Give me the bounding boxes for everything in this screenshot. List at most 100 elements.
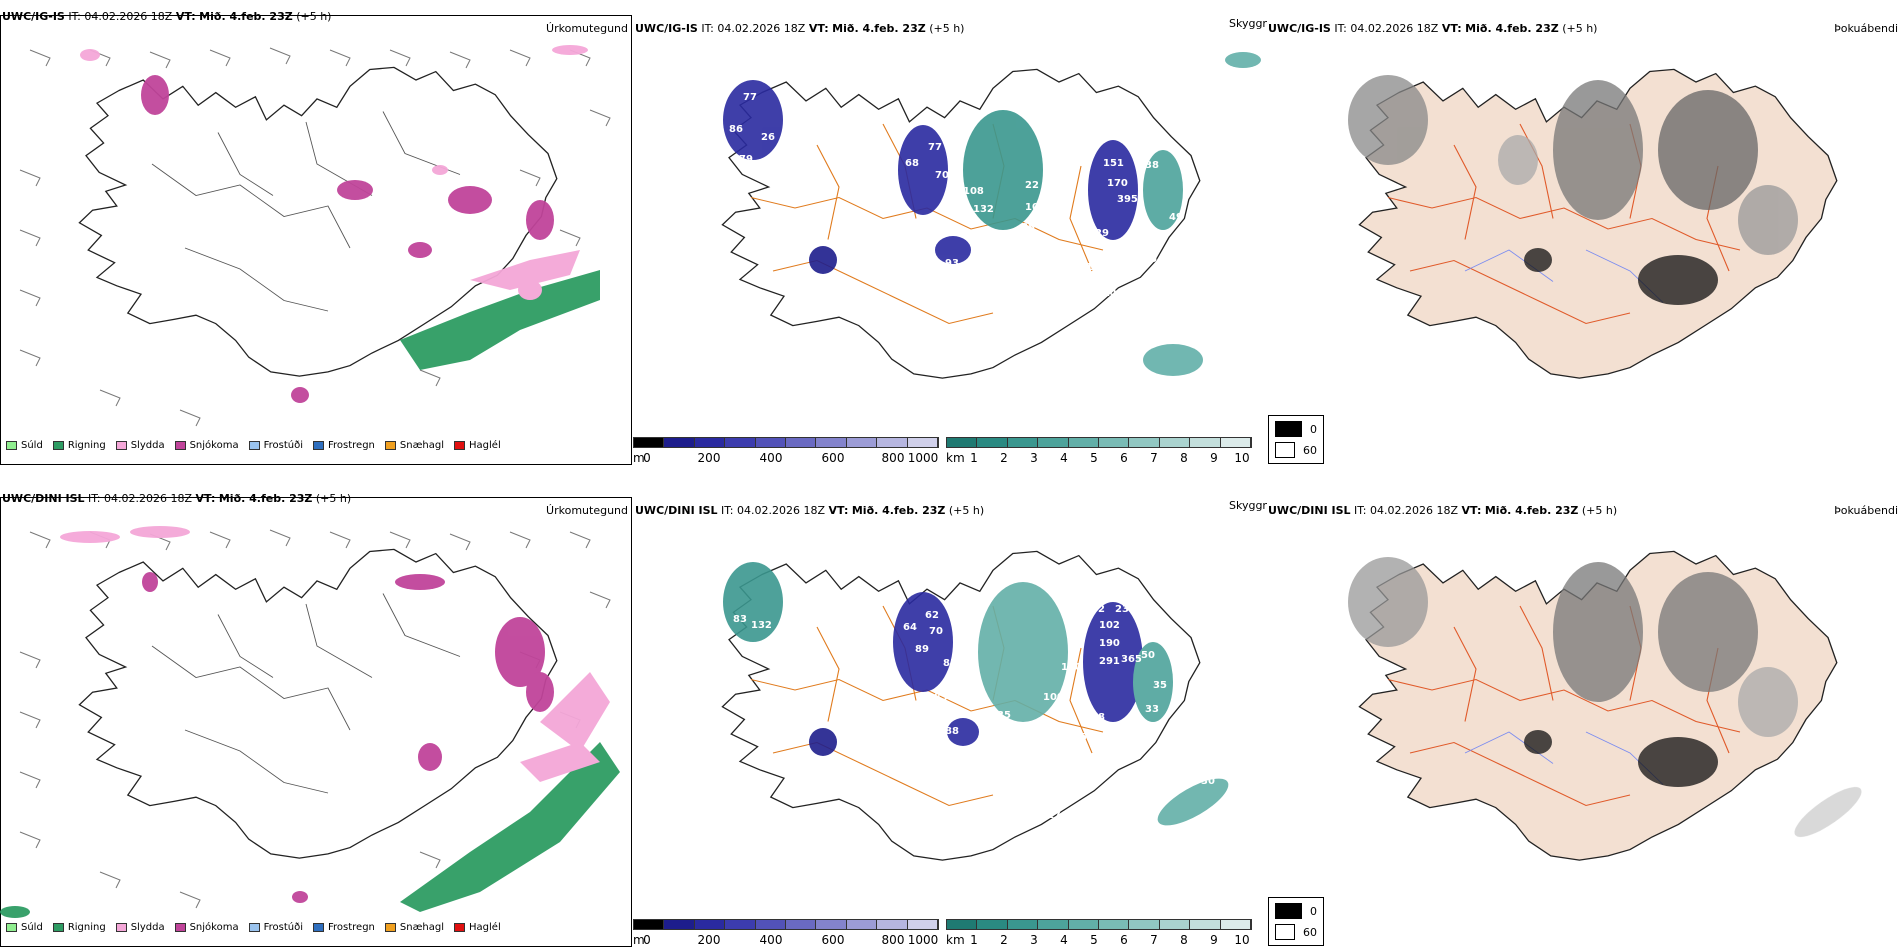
panel-header: UWC/IG-IS IT: 04.02.2026 18Z VT: Mið. 4.…: [1268, 22, 1598, 35]
visibility-km-colorbar: km 1 2 3 4 5 6 7 8 9 10: [946, 437, 1252, 465]
colorbar-step: [1007, 438, 1039, 447]
colorbar-step: [664, 920, 695, 929]
colorbar-step: [947, 920, 978, 929]
vis-value: 89: [915, 644, 929, 655]
legend-item: Frostúði: [248, 922, 303, 933]
vis-value: 88: [1021, 222, 1035, 233]
legend-item: Slydda: [115, 440, 165, 451]
vis-value: 38: [1145, 160, 1159, 171]
vis-value: 93: [945, 258, 959, 269]
legend-swatch: [454, 440, 466, 450]
panel-title: Skyggni: [1229, 499, 1267, 512]
vis-value: 49: [1063, 334, 1077, 345]
fog-legend-item: 0: [1275, 903, 1317, 919]
vis-value: 68: [1091, 712, 1105, 723]
legend-item: Snæhagl: [384, 440, 444, 451]
fog-legend-item: 60: [1275, 442, 1317, 458]
fog-legend: 0 60: [1268, 897, 1324, 946]
legend-swatch: [6, 922, 17, 932]
legend-item: Snæhagl: [384, 922, 444, 933]
legend-item: Snjókoma: [174, 440, 239, 451]
colorbar-step: [907, 920, 939, 929]
vis-value: 190: [1099, 638, 1120, 649]
colorbar-step: [877, 438, 908, 447]
colorbar-step: [947, 438, 978, 447]
colorbar-step: [634, 920, 665, 929]
fog-map: [1348, 68, 1838, 379]
panel-title: Úrkomutegund: [546, 504, 628, 517]
vis-value: 170: [1107, 178, 1128, 189]
vis-value: 33: [1145, 704, 1159, 715]
visibility-panel-1: UWC/IG-IS IT: 04.02.2026 18Z VT: Mið. 4.…: [633, 10, 1267, 465]
fog-map: [1348, 550, 1862, 861]
vis-value: 79: [739, 154, 753, 165]
legend-swatch: [1275, 903, 1302, 919]
fog-legend-item: 0: [1275, 421, 1317, 437]
colorbar-step: [1038, 920, 1069, 929]
vis-value: 77: [928, 142, 942, 153]
legend-swatch: [6, 440, 17, 450]
vis-value: 49: [1169, 212, 1183, 223]
panel-header: UWC/IG-IS IT: 04.02.2026 18Z VT: Mið. 4.…: [635, 22, 965, 35]
legend-item: Frostregn: [313, 922, 375, 933]
vis-value: 25: [1073, 732, 1087, 743]
legend-swatch: [1275, 924, 1295, 940]
legend-swatch: [115, 922, 127, 932]
vis-value: 83: [733, 614, 747, 625]
colorbar-step: [1190, 438, 1221, 447]
legend-item: Súld: [6, 922, 43, 933]
panel-header: UWC/DINI ISL IT: 04.02.2026 18Z VT: Mið.…: [2, 492, 352, 505]
colorbar-step: [877, 920, 908, 929]
vis-value: 35: [997, 710, 1011, 721]
vis-value: 291: [1099, 656, 1120, 667]
legend-swatch: [313, 922, 324, 932]
colorbar-step: [755, 920, 787, 929]
precip-legend: Súld Rigning Slydda Snjókoma Frostúði Fr…: [0, 916, 632, 938]
visibility-map: 83 132 80 64 62 70 89 85 283 92 23 102 8…: [721, 550, 1229, 861]
visibility-m-colorbar: m 0 200 400 600 800 1000: [633, 437, 939, 465]
vis-value: 98: [1121, 734, 1135, 745]
vis-value: 35: [1153, 680, 1167, 691]
vis-value: 108: [963, 186, 984, 197]
vis-value: 190: [1007, 244, 1028, 255]
precip-map: [19, 45, 611, 427]
vis-value: 92: [1091, 604, 1105, 615]
colorbar-step: [1068, 438, 1100, 447]
vis-value: 68: [905, 158, 919, 169]
visibility-map: 77 86 26 79 68 77 70 108 132 802 25 151 …: [721, 52, 1261, 379]
panel-title: Skyggni: [1229, 17, 1267, 30]
colorbar-step: [1220, 920, 1252, 929]
visibility-m-colorbar: m 0 200 400 600 800 1000: [633, 919, 939, 947]
fog-legend-item: 60: [1275, 924, 1317, 940]
vis-value: 512: [1079, 262, 1100, 273]
panel-header: UWC/DINI ISL IT: 04.02.2026 18Z VT: Mið.…: [635, 504, 985, 517]
fog-panel-2: UWC/DINI ISL IT: 04.02.2026 18Z VT: Mið.…: [1268, 492, 1900, 947]
panel-title: Þokuábendi: [1834, 504, 1898, 517]
precip-type-panel-2: UWC/DINI ISL IT: 04.02.2026 18Z VT: Mið.…: [0, 492, 632, 947]
legend-item: Haglél: [454, 922, 501, 933]
colorbar-step: [1159, 438, 1191, 447]
panel-header: UWC/DINI ISL IT: 04.02.2026 18Z VT: Mið.…: [1268, 504, 1618, 517]
vis-value: 23: [1115, 604, 1129, 615]
panel-title: Úrkomutegund: [546, 22, 628, 35]
vis-value: 58: [1023, 734, 1037, 745]
colorbar-step: [725, 438, 756, 447]
vis-value: 102: [1099, 620, 1120, 631]
colorbar-step: [846, 920, 878, 929]
vis-value: 105: [1025, 202, 1046, 213]
vis-value: 84: [1143, 620, 1157, 631]
legend-swatch: [313, 440, 324, 450]
vis-value: 30: [1201, 776, 1215, 787]
fog-legend: 0 60: [1268, 415, 1324, 464]
precip-type-panel-1: UWC/IG-IS IT: 04.02.2026 18Z VT: Mið. 4.…: [0, 10, 632, 465]
colorbar-step: [1068, 920, 1100, 929]
legend-item: Frostúði: [248, 440, 303, 451]
vis-value: 29: [1095, 228, 1109, 239]
legend-swatch: [248, 440, 260, 450]
legend-item: Haglél: [454, 440, 501, 451]
colorbar-step: [1038, 438, 1069, 447]
legend-swatch: [174, 922, 186, 932]
legend-swatch: [52, 922, 64, 932]
map-frame: [0, 15, 632, 465]
legend-swatch: [1275, 442, 1295, 458]
